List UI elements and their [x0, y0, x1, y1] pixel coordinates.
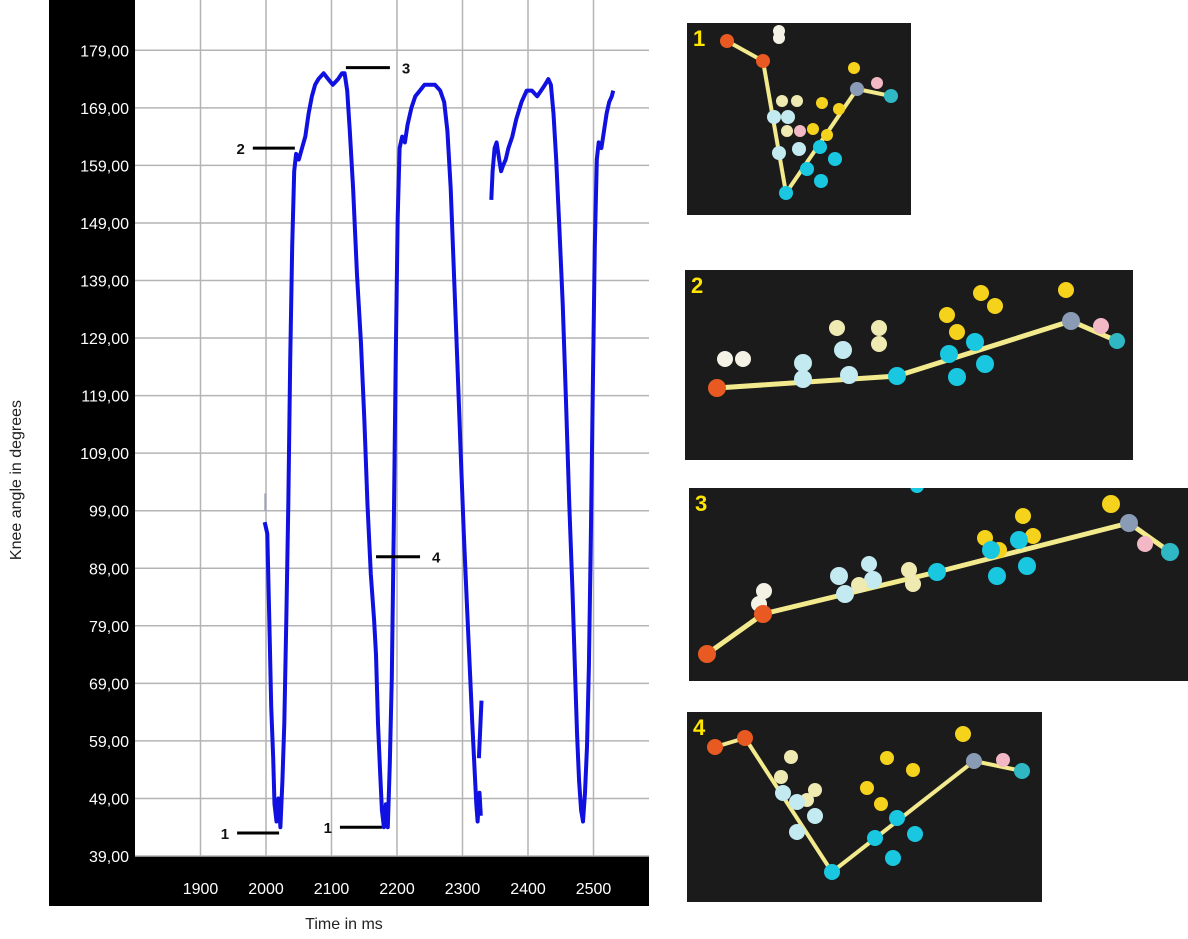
x-axis-ticks: 1900 2000 2100 2200 2300 2400 2500 [183, 881, 612, 898]
skeleton-figure-4 [707, 726, 1030, 880]
y-tick-label: 89,00 [89, 561, 129, 578]
annotation-label: 2 [236, 141, 244, 158]
y-tick-label: 49,00 [89, 791, 129, 808]
series-layer [262, 71, 616, 830]
annotation-label: 3 [402, 61, 410, 78]
y-tick-label: 69,00 [89, 676, 129, 693]
y-axis-label: Knee angle in degrees [8, 400, 25, 560]
x-tick-label: 2300 [445, 881, 481, 898]
skeleton-figure-1 [720, 25, 898, 200]
y-tick-label: 109,00 [80, 446, 129, 463]
x-tick-label: 2000 [248, 881, 284, 898]
y-tick-label: 39,00 [89, 849, 129, 866]
skeleton-panel-4: 4 [687, 712, 1042, 902]
x-tick-label: 2200 [379, 881, 415, 898]
x-tick-label: 2500 [576, 881, 612, 898]
series-line [262, 71, 483, 830]
skeleton-panel-1: 1 [687, 23, 911, 215]
y-tick-label: 119,00 [81, 389, 129, 406]
panel-number-4: 4 [693, 715, 706, 740]
y-axis-ticks: 179,00 169,00 159,00 149,00 139,00 129,00 119,… [80, 43, 129, 866]
x-tick-label: 1900 [183, 881, 219, 898]
y-tick-label: 59,00 [89, 734, 129, 751]
series-line [489, 77, 616, 824]
skeleton-panel-3: 3 [689, 488, 1188, 681]
y-tick-label: 139,00 [80, 274, 129, 291]
y-tick-label: 169,00 [80, 101, 129, 118]
x-axis-label: Time in ms [305, 916, 383, 933]
skeleton-figure-3 [698, 488, 1179, 663]
x-tick-label: 2100 [314, 881, 350, 898]
panel-number-3: 3 [695, 491, 708, 516]
y-tick-label: 129,00 [80, 331, 129, 348]
series-line [476, 700, 484, 759]
y-tick-label: 99,00 [89, 504, 129, 521]
y-tick-label: 149,00 [80, 216, 129, 233]
panel-number-2: 2 [691, 273, 704, 298]
annotation-label: 1 [221, 826, 229, 843]
y-tick-label: 179,00 [80, 43, 129, 60]
annotation-label: 1 [324, 820, 332, 837]
annotations: 1 1 2 3 4 [221, 61, 441, 843]
y-tick-label: 159,00 [80, 158, 129, 175]
panel-number-1: 1 [693, 26, 706, 51]
knee-angle-chart: 179,00169,00159,00149,00139,00129,00119,… [8, 0, 649, 933]
x-tick-label: 2400 [510, 881, 546, 898]
y-tick-label: 79,00 [89, 619, 129, 636]
skeleton-panel-2: 2 [685, 270, 1133, 460]
annotation-label: 4 [432, 550, 441, 567]
skeleton-figure-2 [708, 282, 1125, 397]
